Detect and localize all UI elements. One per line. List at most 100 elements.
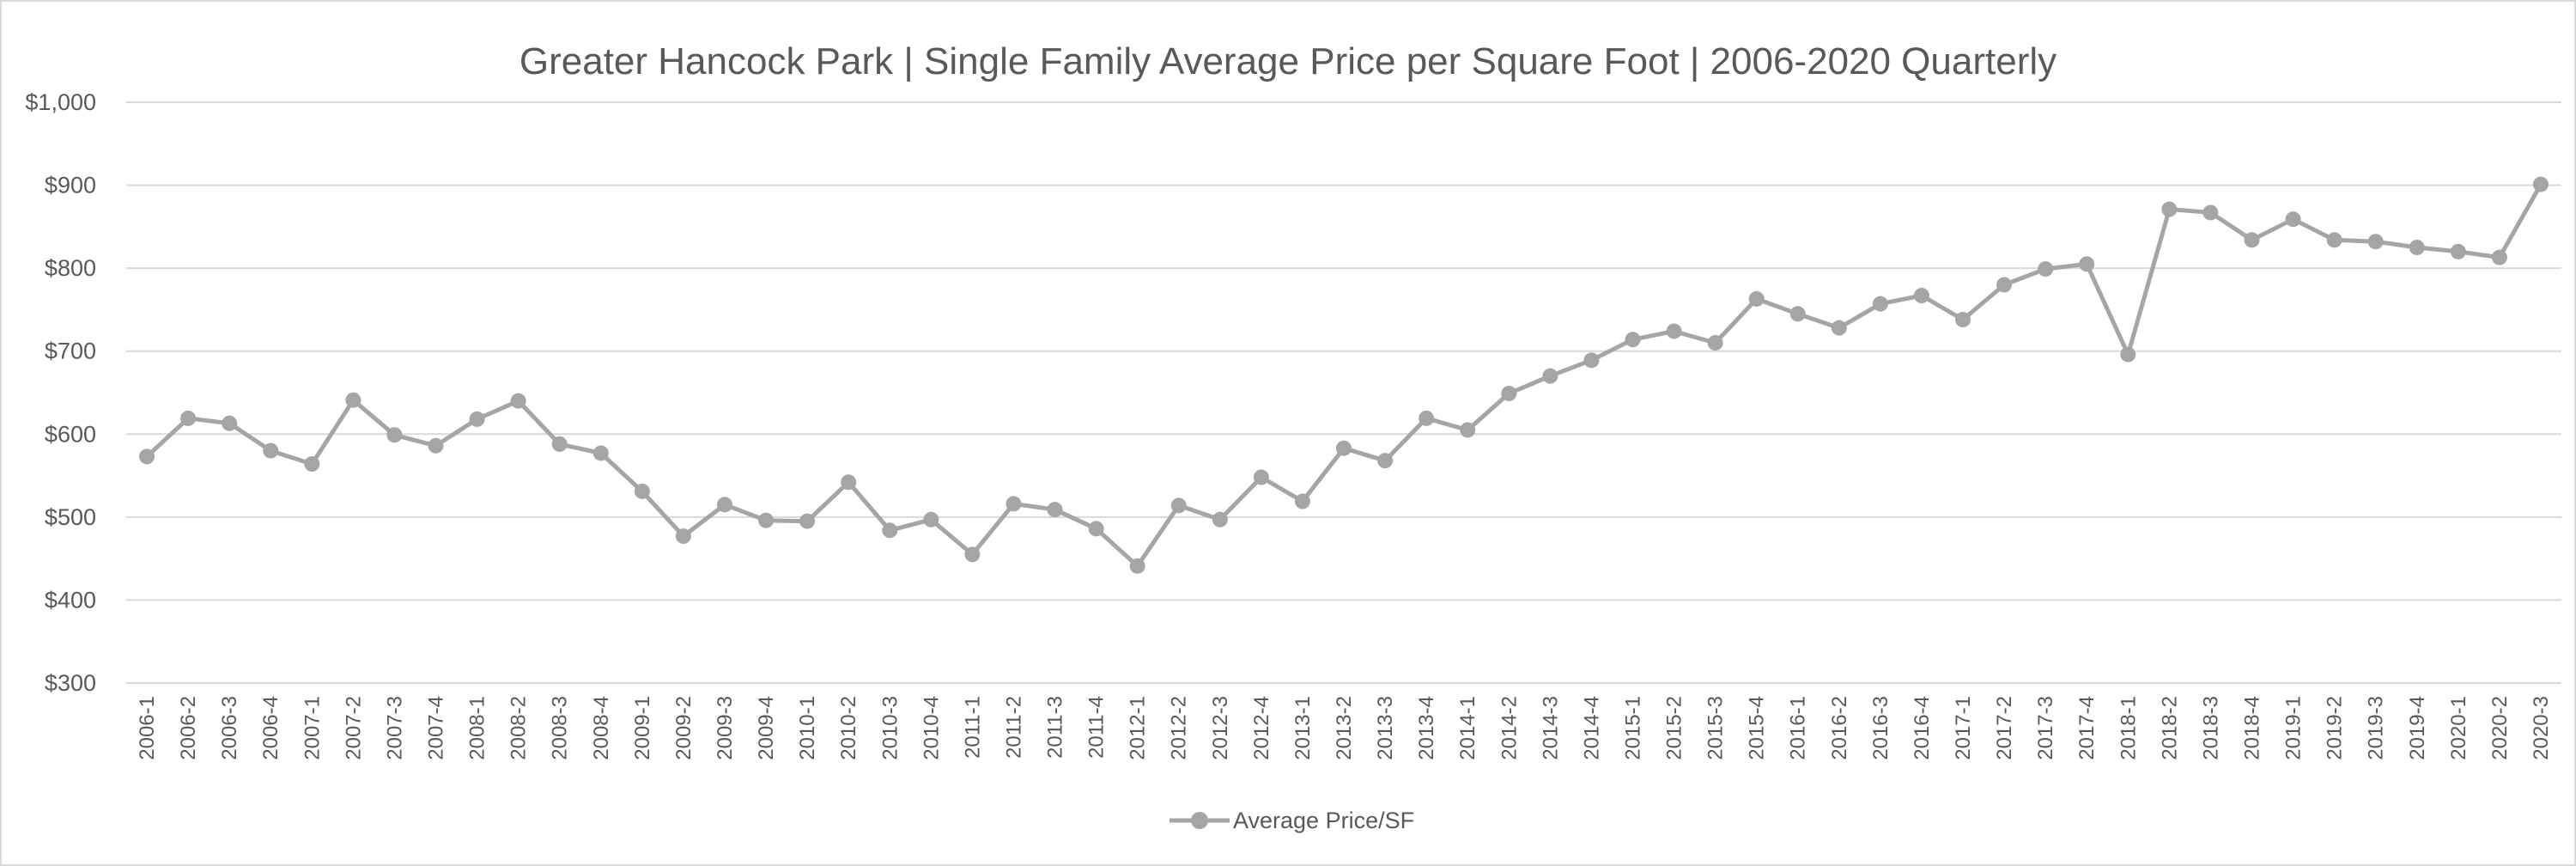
x-tick-label: 2015-2 [1663, 696, 1686, 760]
data-point [2285, 211, 2301, 228]
x-tick-label: 2013-2 [1333, 696, 1356, 760]
x-tick-label: 2006-2 [177, 696, 200, 760]
y-tick-label: $700 [45, 338, 96, 364]
data-point [1336, 440, 1352, 456]
x-tick-label: 2010-1 [796, 696, 819, 760]
data-point [2491, 249, 2507, 265]
x-tick-label: 2018-3 [2199, 696, 2222, 760]
series-line [145, 183, 2543, 569]
x-axis-tick-labels: 2006-1 2006-2 2006-3 2006-4 2007-1 2007-2 2007… [136, 696, 2553, 760]
x-tick-label: 2020-3 [2530, 696, 2553, 760]
x-tick-label: 2011-1 [961, 696, 984, 759]
x-tick-label: 2008-1 [466, 696, 489, 760]
x-tick-label: 2013-4 [1415, 696, 1438, 760]
data-point [1872, 296, 1888, 312]
data-point [510, 393, 526, 409]
x-tick-label: 2016-1 [1787, 696, 1810, 760]
data-point [1253, 469, 1269, 485]
x-tick-label: 2007-3 [383, 696, 406, 760]
x-tick-label: 2009-2 [672, 696, 696, 760]
x-tick-label: 2008-3 [549, 696, 572, 760]
data-point [1666, 323, 1682, 339]
data-point [551, 436, 568, 452]
x-tick-label: 2007-4 [425, 696, 448, 760]
data-point [1005, 496, 1022, 512]
data-point [675, 528, 691, 545]
data-point [2326, 232, 2342, 248]
data-point [469, 411, 485, 427]
data-point [1377, 453, 1394, 469]
legend-marker-dot [1191, 812, 1208, 829]
x-tick-label: 2020-2 [2488, 696, 2512, 760]
x-tick-label: 2008-2 [507, 696, 531, 760]
data-point [2202, 204, 2219, 221]
x-tick-label: 2018-2 [2158, 696, 2181, 760]
x-tick-label: 2011-4 [1085, 696, 1109, 759]
data-point [1913, 288, 1929, 304]
y-axis-tick-labels: $300 $400 $500 $600 $700 $800 $900 $1,000 [25, 89, 96, 696]
x-tick-label: 2015-1 [1621, 696, 1644, 760]
data-point [634, 483, 650, 499]
data-point [1088, 521, 1104, 537]
x-tick-label: 2011-3 [1044, 696, 1067, 759]
x-tick-label: 2017-3 [2034, 696, 2057, 760]
data-point [882, 522, 898, 539]
y-tick-label: $400 [45, 587, 96, 613]
data-point [428, 437, 444, 454]
data-point [2409, 240, 2425, 255]
data-point [923, 511, 939, 528]
data-point [1501, 385, 1517, 401]
x-tick-label: 2017-4 [2075, 696, 2099, 760]
series-average-price-sf [139, 176, 2549, 574]
data-point [841, 474, 857, 491]
x-tick-label: 2016-3 [1869, 696, 1893, 760]
data-point [1294, 493, 1310, 509]
x-tick-label: 2017-2 [1993, 696, 2016, 760]
data-point [2244, 232, 2260, 248]
data-point [1583, 352, 1600, 369]
x-tick-label: 2013-3 [1374, 696, 1397, 760]
x-tick-label: 2014-3 [1539, 696, 1562, 760]
data-point [2120, 346, 2136, 363]
x-tick-label: 2012-3 [1209, 696, 1232, 760]
data-point [345, 392, 361, 408]
chart-title: Greater Hancock Park | Single Family Ave… [519, 40, 2057, 82]
x-tick-label: 2007-2 [342, 696, 365, 760]
x-tick-label: 2018-4 [2240, 696, 2263, 760]
x-tick-label: 2006-3 [218, 696, 241, 760]
x-tick-label: 2019-4 [2406, 696, 2429, 760]
x-tick-label: 2013-1 [1291, 696, 1315, 760]
x-tick-label: 2014-2 [1498, 696, 1521, 760]
data-point [2079, 256, 2095, 272]
x-tick-label: 2006-1 [136, 696, 159, 760]
y-tick-label: $1,000 [25, 89, 96, 115]
data-point [1460, 422, 1476, 438]
x-tick-label: 2016-4 [1911, 696, 1934, 760]
x-tick-label: 2015-4 [1746, 696, 1769, 760]
data-point [1542, 368, 1558, 384]
data-point [386, 427, 403, 443]
x-tick-label: 2010-4 [920, 696, 943, 760]
data-point [1419, 410, 1435, 426]
data-point [263, 442, 279, 459]
data-point [2161, 201, 2178, 217]
x-tick-label: 2008-4 [590, 696, 613, 760]
data-point [1170, 497, 1187, 514]
y-tick-label: $900 [45, 173, 96, 198]
data-point [1955, 312, 1971, 328]
data-point [592, 445, 609, 461]
x-tick-label: 2012-4 [1250, 696, 1273, 760]
x-tick-label: 2019-2 [2324, 696, 2347, 760]
x-tick-label: 2014-1 [1456, 696, 1479, 760]
x-tick-label: 2006-4 [259, 696, 283, 760]
x-tick-label: 2009-3 [714, 696, 737, 760]
data-point [222, 415, 238, 431]
x-tick-label: 2009-1 [631, 696, 654, 760]
data-point [716, 497, 732, 513]
x-tick-label: 2012-1 [1127, 696, 1150, 760]
data-point [1831, 320, 1847, 336]
y-tick-label: $800 [45, 255, 96, 281]
x-tick-label: 2011-2 [1002, 696, 1025, 759]
